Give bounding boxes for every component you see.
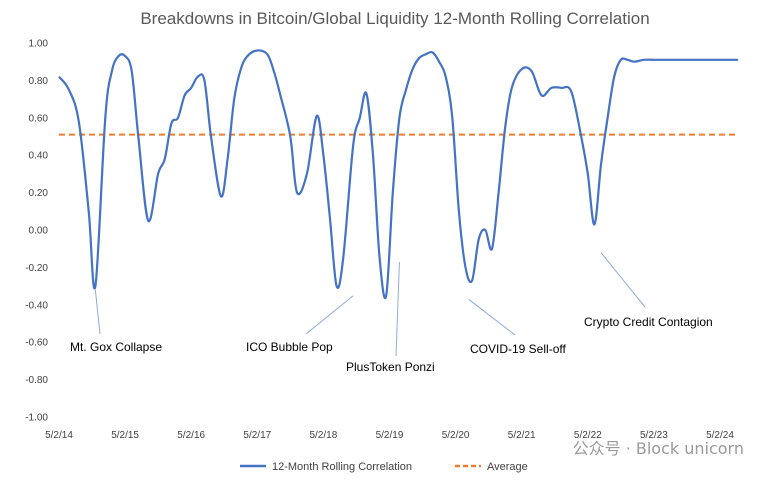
y-tick-label: 0.60 [29,113,49,124]
y-tick-label: -1.00 [25,413,48,424]
y-tick-label: -0.60 [25,338,48,349]
annotation-leader-line [395,262,400,357]
y-tick-label: -0.40 [25,300,48,311]
annotation-leader-line [94,290,101,335]
annotation-label: PlusToken Ponzi [346,360,435,374]
chart-title: Breakdowns in Bitcoin/Global Liquidity 1… [140,9,649,28]
y-tick-label: -0.80 [25,375,48,386]
annotations: Mt. Gox Collapse ICO Bubble Pop PlusToken … [70,252,713,374]
annotation-label: ICO Bubble Pop [246,340,333,354]
annotation-leader-line [305,295,354,335]
y-tick-label: 0.20 [29,188,49,199]
watermark: 公众号 · Block unicorn [573,439,744,458]
y-tick-label: 0.40 [29,151,49,162]
legend: 12-Month Rolling Correlation Average [240,461,528,473]
x-tick-label: 5/2/16 [177,430,205,441]
y-tick-label: 0.80 [29,76,49,87]
x-tick-label: 5/2/15 [111,430,139,441]
x-tick-label: 5/2/18 [309,430,337,441]
legend-label-average: Average [487,461,528,473]
y-axis: 1.00 0.80 0.60 0.40 0.20 0.00 -0.20 -0.40 -0.60 -… [25,39,48,424]
x-tick-label: 5/2/14 [45,430,73,441]
x-tick-label: 5/2/19 [376,430,404,441]
y-tick-label: 0.00 [29,226,49,237]
x-tick-label: 5/2/17 [243,430,271,441]
annotation-leader-line [600,252,646,308]
annotation-leader-line [468,299,516,336]
x-tick-label: 5/2/24 [706,430,734,441]
x-tick-label: 5/2/22 [574,430,602,441]
y-tick-label: 1.00 [29,39,49,50]
x-tick-label: 5/2/20 [442,430,470,441]
x-tick-label: 5/2/23 [640,430,668,441]
y-tick-label: -0.20 [25,263,48,274]
x-axis: 5/2/14 5/2/15 5/2/16 5/2/17 5/2/18 5/2/19 5/2/… [45,430,734,441]
annotation-label: Crypto Credit Contagion [584,315,713,329]
x-tick-label: 5/2/21 [508,430,536,441]
legend-label-correlation: 12-Month Rolling Correlation [272,461,412,473]
correlation-series-line [58,49,739,300]
annotation-label: Mt. Gox Collapse [70,340,162,354]
annotation-label: COVID-19 Sell-off [470,342,566,356]
